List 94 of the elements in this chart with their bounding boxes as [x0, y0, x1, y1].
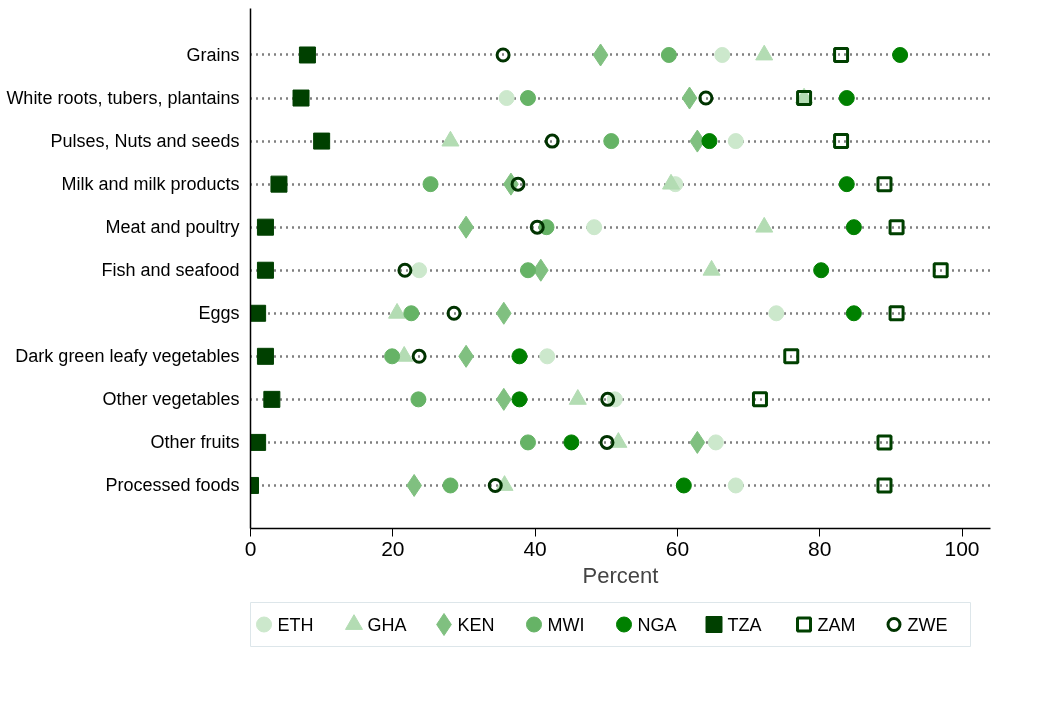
point	[411, 348, 427, 364]
point	[932, 262, 949, 279]
point	[833, 46, 850, 63]
point	[876, 434, 893, 451]
point	[727, 133, 744, 150]
y-tick-label: Eggs	[198, 303, 240, 324]
legend-label: TZA	[727, 614, 762, 635]
point	[292, 89, 310, 107]
point	[520, 262, 536, 279]
point	[592, 43, 609, 67]
y-tick-label: Other vegetables	[102, 389, 240, 410]
point	[714, 47, 731, 63]
point	[313, 132, 331, 150]
legend-label: NGA	[637, 614, 677, 635]
legend-label: MWI	[547, 614, 585, 635]
point	[701, 133, 718, 150]
point	[495, 387, 512, 411]
point	[833, 133, 850, 150]
point	[838, 90, 855, 107]
point	[888, 219, 905, 236]
point	[888, 305, 905, 322]
point	[563, 434, 580, 451]
point	[689, 129, 706, 153]
point	[442, 477, 459, 494]
point	[689, 430, 706, 454]
y-tick-label: Pulses, Nuts and seeds	[50, 131, 240, 152]
point	[876, 176, 893, 193]
point	[256, 347, 274, 365]
point	[892, 47, 909, 63]
x-tick-label: 100	[944, 536, 980, 560]
point	[698, 90, 714, 106]
x-tick-label: 80	[808, 536, 832, 560]
x-tick-label: 20	[381, 536, 405, 560]
y-tick-label: Meat and poultry	[105, 217, 240, 238]
point	[768, 305, 785, 322]
legend-label: GHA	[367, 614, 407, 635]
point	[675, 477, 692, 494]
point	[660, 47, 677, 63]
point	[487, 477, 503, 493]
point	[681, 86, 698, 110]
point	[751, 391, 768, 408]
point	[783, 348, 800, 365]
point	[403, 305, 420, 322]
point	[727, 477, 744, 494]
point	[599, 434, 615, 450]
point	[298, 46, 316, 64]
y-tick-label: Grains	[186, 44, 240, 65]
point	[250, 304, 267, 322]
point	[845, 305, 862, 322]
point	[511, 348, 528, 365]
x-tick-label: 0	[244, 536, 257, 560]
point	[510, 176, 526, 192]
legend-label: ZAM	[817, 614, 856, 635]
point	[256, 218, 274, 236]
point	[845, 219, 862, 236]
point	[256, 261, 274, 279]
point	[539, 348, 556, 365]
y-tick-label: Milk and milk products	[61, 174, 240, 195]
point	[511, 391, 528, 408]
point	[250, 433, 267, 451]
point	[495, 301, 512, 325]
y-tick-label: Dark green leafy vegetables	[15, 346, 240, 367]
legend-label: KEN	[457, 614, 495, 635]
point	[529, 219, 545, 235]
point	[520, 90, 536, 107]
point	[520, 434, 536, 451]
y-tick-label: Processed foods	[105, 475, 240, 496]
legend-label: ZWE	[907, 614, 948, 635]
point	[495, 47, 511, 63]
point	[586, 219, 603, 236]
point	[410, 391, 427, 408]
point	[813, 262, 830, 279]
x-tick-label: 40	[523, 536, 547, 560]
point	[498, 90, 515, 107]
legend-label: ETH	[277, 614, 314, 635]
y-tick-label: Other fruits	[150, 432, 240, 453]
point	[838, 176, 855, 193]
point	[270, 175, 288, 193]
y-tick-label: White roots, tubers, plantains	[6, 88, 240, 109]
point	[544, 133, 560, 149]
point	[384, 348, 401, 365]
point	[446, 305, 462, 321]
point	[411, 262, 428, 279]
x-axis-title: Percent	[582, 562, 659, 588]
point	[422, 176, 439, 193]
y-tick-label: Fish and seafood	[101, 260, 240, 281]
point	[263, 390, 281, 408]
x-tick-label: 60	[665, 536, 690, 560]
point	[532, 258, 549, 282]
point	[876, 477, 893, 494]
point	[397, 262, 413, 278]
point	[600, 391, 616, 407]
point	[707, 434, 724, 451]
point	[603, 133, 620, 150]
